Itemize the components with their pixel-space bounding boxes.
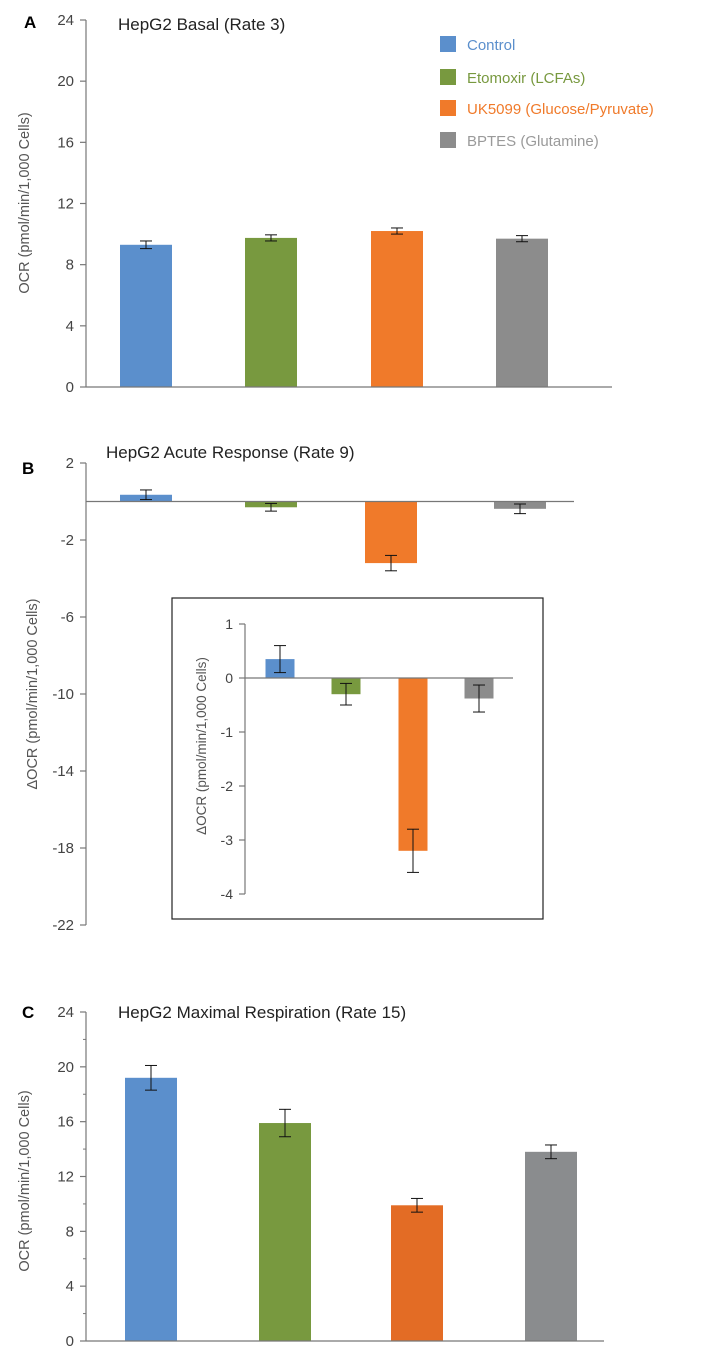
- panel-a-legend: Control Etomoxir (LCFAs) UK5099 (Glucose…: [440, 36, 654, 150]
- y-tick-label: 20: [57, 1059, 74, 1076]
- y-tick-label: -4: [221, 886, 234, 902]
- y-tick-label: -18: [52, 840, 74, 857]
- y-tick-label: -22: [52, 917, 74, 934]
- y-tick-label: 24: [57, 1004, 74, 1021]
- legend-swatch-control: [440, 36, 456, 52]
- legend-label-uk5099: UK5099 (Glucose/Pyruvate): [467, 101, 654, 118]
- y-tick-label: 20: [57, 73, 74, 90]
- y-tick-label: 12: [57, 196, 74, 213]
- inset-plot: -4 -3 -2 -1 0 1: [221, 616, 513, 902]
- bar: [371, 231, 423, 387]
- y-tick-label: 0: [66, 379, 74, 396]
- y-tick-label: 0: [66, 1333, 74, 1350]
- bar: [245, 237, 297, 387]
- y-tick-label: 4: [66, 318, 74, 335]
- bar: [259, 1123, 311, 1341]
- bar: [120, 244, 172, 387]
- y-tick-label: -10: [52, 686, 74, 703]
- bar: [365, 501, 417, 564]
- legend-swatch-etomoxir: [440, 69, 456, 85]
- y-tick-label: 16: [57, 134, 74, 151]
- inset-y-axis-label: ΔOCR (pmol/min/1,000 Cells): [194, 657, 209, 835]
- y-tick-label: 16: [57, 1114, 74, 1131]
- panel-b-plot: -22-18-14-10-6-22: [52, 455, 574, 934]
- y-tick-label: 4: [66, 1278, 74, 1295]
- bar: [398, 678, 428, 851]
- panel-b-label: B: [22, 459, 34, 478]
- y-tick-label: 8: [66, 257, 74, 274]
- panel-b-y-axis-label: ΔOCR (pmol/min/1,000 Cells): [25, 599, 41, 790]
- panel-a-title: HepG2 Basal (Rate 3): [118, 15, 285, 34]
- y-tick-label: 12: [57, 1169, 74, 1186]
- panel-a-y-axis-label: OCR (pmol/min/1,000 Cells): [17, 112, 33, 293]
- y-tick-label: 24: [57, 12, 74, 29]
- y-tick-label: 1: [225, 616, 233, 632]
- panel-c-label: C: [22, 1003, 34, 1022]
- y-tick-label: 8: [66, 1223, 74, 1240]
- bar: [391, 1205, 443, 1341]
- bar: [525, 1151, 577, 1341]
- legend-label-control: Control: [467, 37, 515, 54]
- panel-a-label: A: [24, 13, 36, 32]
- panel-b: B HepG2 Acute Response (Rate 9) ΔOCR (pm…: [22, 443, 574, 934]
- legend-label-etomoxir: Etomoxir (LCFAs): [467, 70, 585, 87]
- y-tick-label: -6: [61, 609, 74, 626]
- legend-swatch-uk5099: [440, 100, 456, 116]
- y-tick-label: -2: [61, 532, 74, 549]
- y-tick-label: 2: [66, 455, 74, 472]
- panel-c-plot: 0 4 8 12 16 20 24: [57, 1004, 604, 1350]
- panel-a-plot: 0 4 8 12 16 20 24: [57, 12, 612, 396]
- panel-a: A HepG2 Basal (Rate 3) OCR (pmol/min/1,0…: [17, 12, 654, 396]
- bar: [125, 1077, 177, 1341]
- panel-b-title: HepG2 Acute Response (Rate 9): [106, 443, 355, 462]
- inset-frame: [171, 597, 544, 920]
- y-tick-label: 0: [225, 670, 233, 686]
- panel-c: C HepG2 Maximal Respiration (Rate 15) OC…: [17, 1003, 604, 1350]
- bar: [496, 238, 548, 387]
- y-tick-label: -14: [52, 763, 74, 780]
- legend-swatch-bptes: [440, 132, 456, 148]
- y-tick-label: -2: [221, 778, 234, 794]
- y-tick-label: -1: [221, 724, 234, 740]
- panel-c-title: HepG2 Maximal Respiration (Rate 15): [118, 1003, 406, 1022]
- panel-b-inset: ΔOCR (pmol/min/1,000 Cells) -4 -3 -2 -1 0 1: [171, 597, 544, 920]
- y-tick-label: -3: [221, 832, 234, 848]
- panel-c-y-axis-label: OCR (pmol/min/1,000 Cells): [17, 1090, 33, 1271]
- legend-label-bptes: BPTES (Glutamine): [467, 133, 599, 150]
